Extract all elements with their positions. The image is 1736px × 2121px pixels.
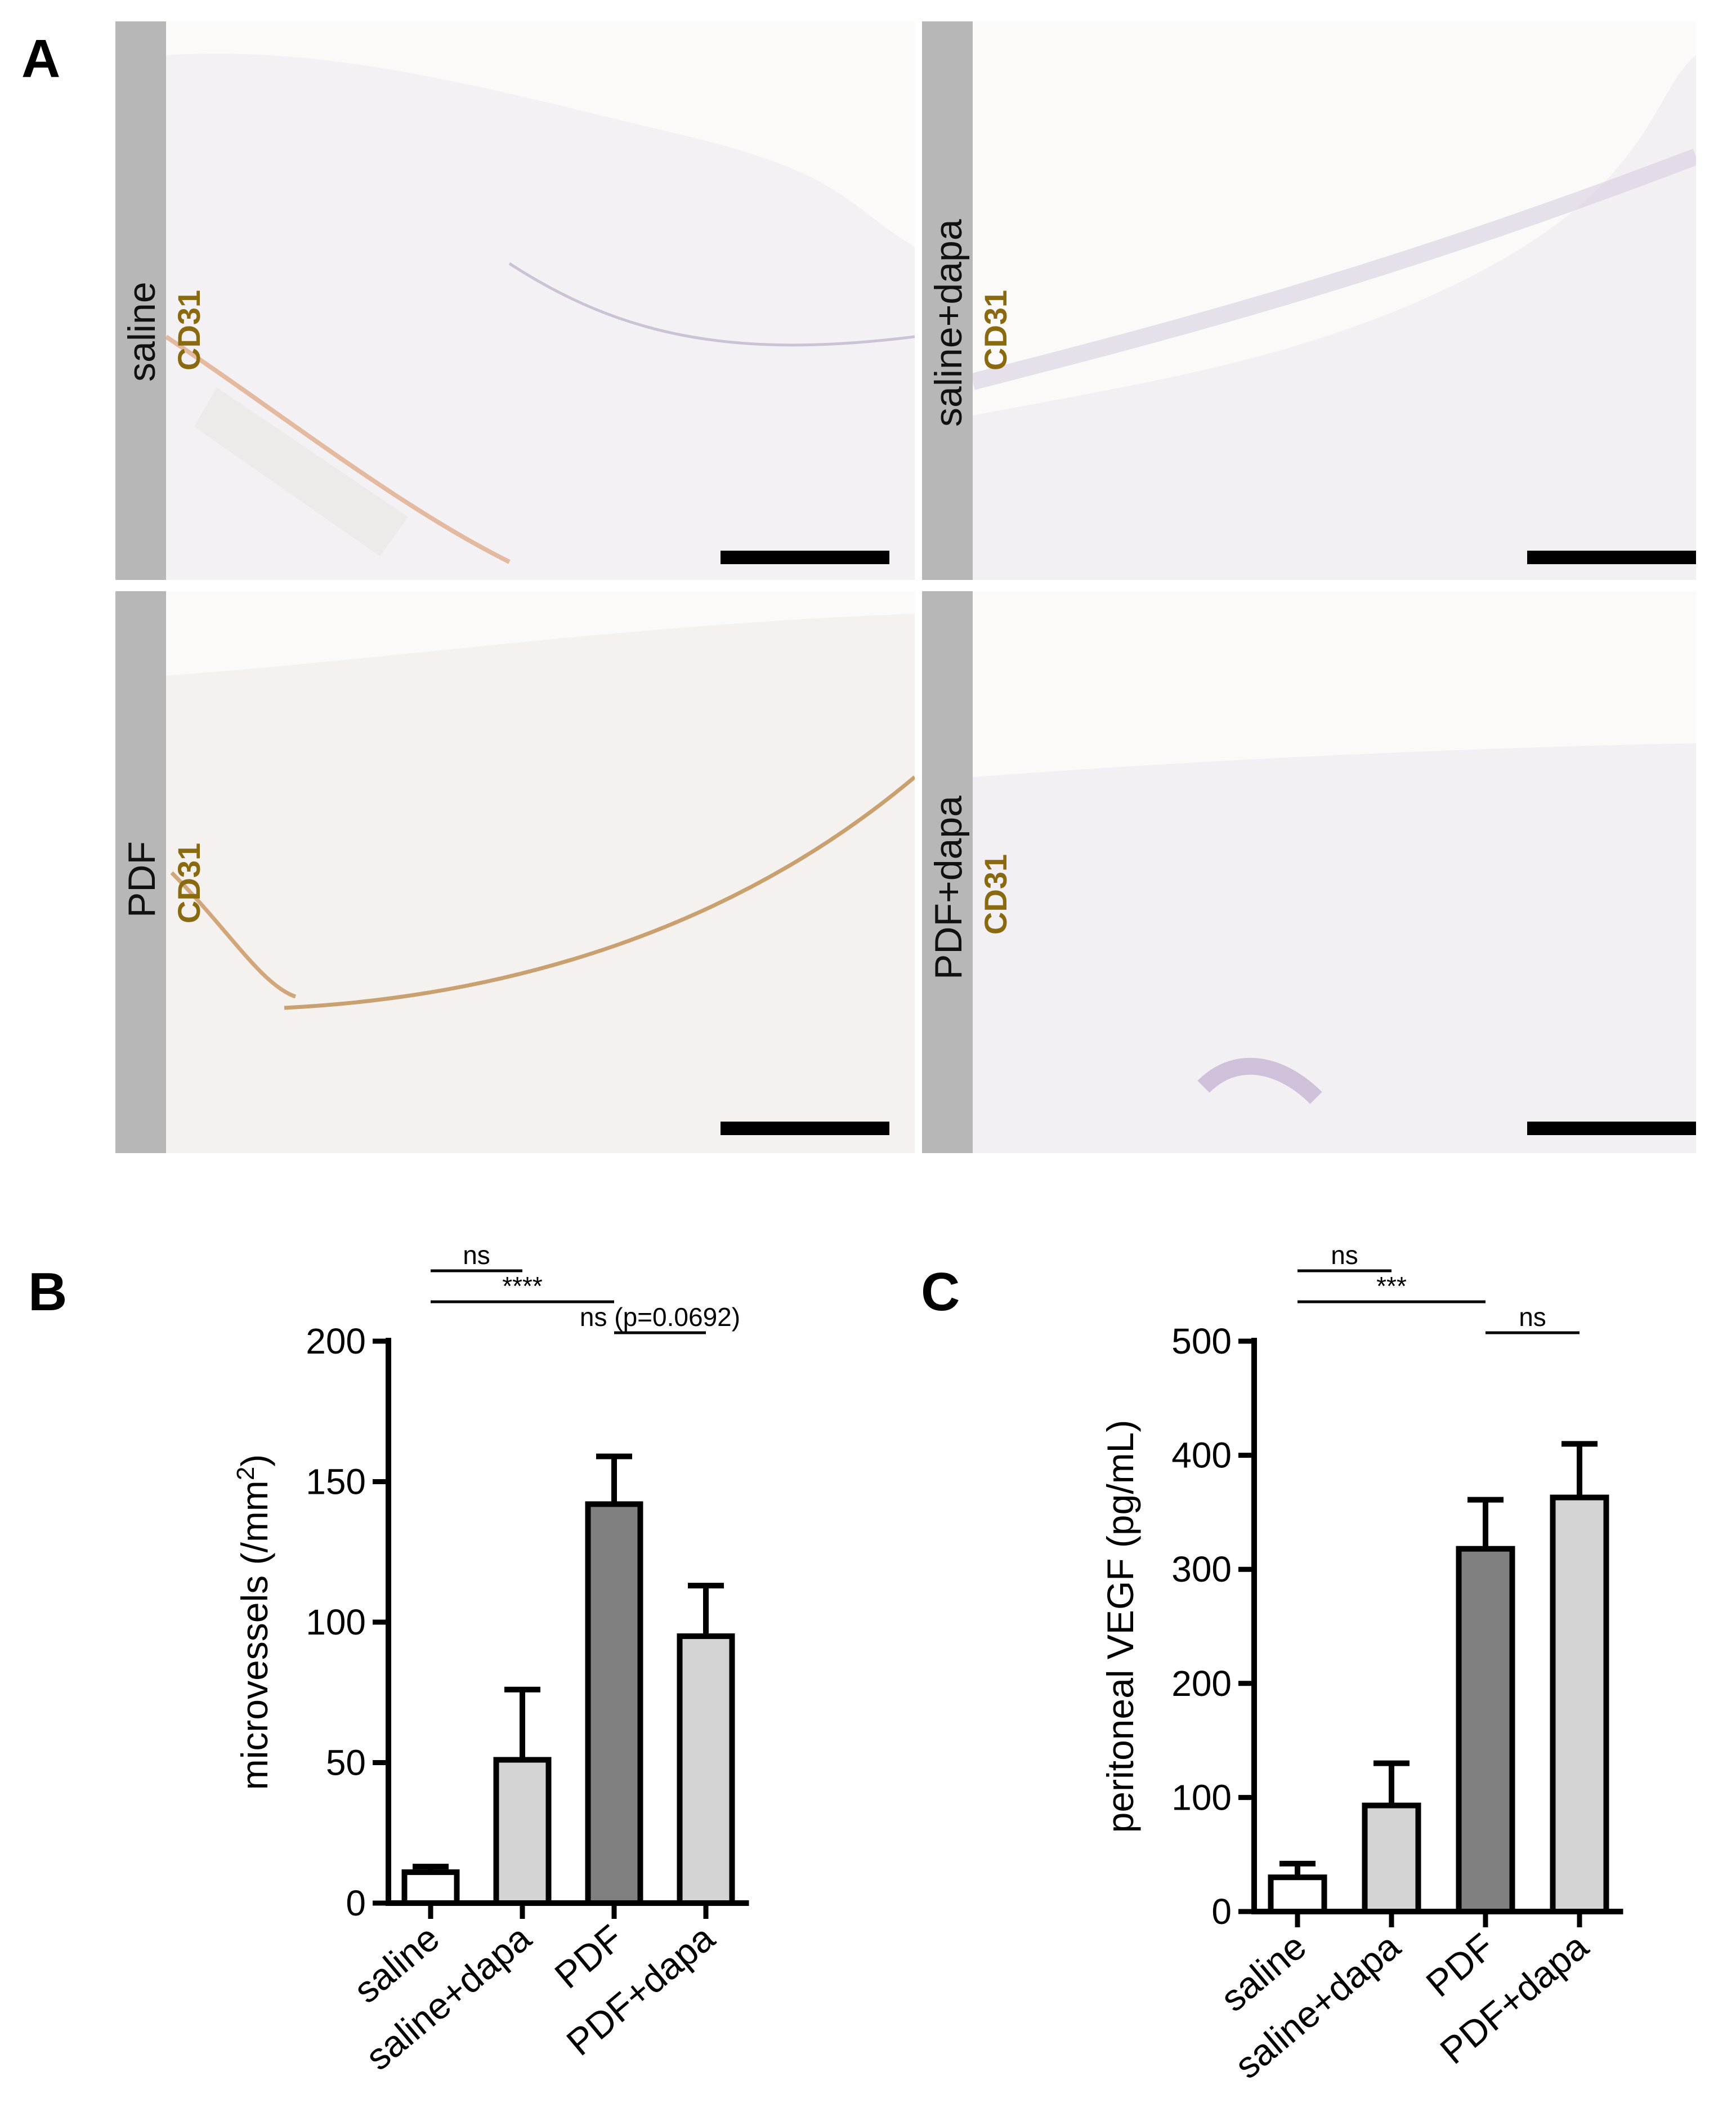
label-bar-saline xyxy=(115,21,166,580)
comparison-label: ns xyxy=(1331,1240,1358,1270)
y-tick-label: 400 xyxy=(1171,1435,1232,1476)
tissue-texture-saline xyxy=(164,53,915,580)
panel-a-letter: A xyxy=(21,29,61,89)
y-tick-label: 300 xyxy=(1171,1549,1232,1589)
y-tick-label: 500 xyxy=(1171,1321,1232,1361)
tissue-texture-pdf-dapa xyxy=(973,743,1696,1153)
comparison-label: ns (p=0.0692) xyxy=(580,1302,740,1332)
scale-bar-pdf xyxy=(721,1122,889,1135)
bar-saline+dapa xyxy=(1362,1802,1421,1915)
y-tick-label: 100 xyxy=(1171,1777,1232,1818)
bar-PDF xyxy=(1456,1546,1515,1914)
bar-saline+dapa xyxy=(493,1757,552,1906)
comparison-label: *** xyxy=(1376,1271,1407,1301)
y-axis-label: peritoneal VEGF (pg/mL) xyxy=(1099,1420,1141,1833)
scale-bar-saline xyxy=(721,551,889,564)
stain-label-pdf: CD31 xyxy=(171,842,207,923)
comparison-label: **** xyxy=(502,1271,543,1301)
label-bar-pdf xyxy=(115,591,166,1153)
y-axis-label: microvessels (/mm2) xyxy=(232,1454,276,1790)
y-tick-label: 150 xyxy=(306,1462,366,1502)
panel-b-letter: B xyxy=(28,1262,68,1322)
stain-label-saline: CD31 xyxy=(171,289,207,370)
comparison-label: ns xyxy=(463,1240,490,1270)
bar-saline xyxy=(1268,1874,1327,1914)
bar-PDF xyxy=(585,1501,643,1906)
condition-label-pdf-dapa: PDF+dapa xyxy=(927,796,970,980)
condition-label-saline-dapa: saline+dapa xyxy=(927,219,970,427)
comparison-label: ns xyxy=(1519,1302,1546,1332)
micrograph-saline-dapa: saline+dapa CD31 xyxy=(922,21,1696,580)
tissue-texture-pdf xyxy=(166,614,915,1153)
scale-bar-pdf-dapa xyxy=(1527,1122,1696,1135)
bar-PDF+dapa xyxy=(677,1633,735,1906)
micrograph-saline: saline CD31 xyxy=(115,21,915,580)
condition-label-saline: saline xyxy=(120,282,163,382)
y-tick-label: 0 xyxy=(346,1883,366,1923)
micrograph-pdf: PDF CD31 xyxy=(115,591,915,1153)
condition-label-pdf: PDF xyxy=(120,841,163,918)
label-bar-saline-dapa xyxy=(922,21,973,580)
tissue-texture-saline-dapa xyxy=(970,55,1696,580)
stain-label-pdf-dapa: CD31 xyxy=(978,854,1013,935)
bar-saline xyxy=(401,1869,460,1906)
stain-label-saline-dapa: CD31 xyxy=(978,289,1013,370)
y-tick-label: 50 xyxy=(326,1743,366,1783)
panel-c-letter: C xyxy=(921,1262,960,1322)
label-bar-pdf-dapa xyxy=(922,591,973,1153)
y-tick-label: 0 xyxy=(1211,1891,1232,1932)
bar-PDF+dapa xyxy=(1550,1494,1609,1914)
y-tick-label: 100 xyxy=(306,1602,366,1642)
scale-bar-saline-dapa xyxy=(1527,551,1696,564)
y-tick-label: 200 xyxy=(1171,1663,1232,1704)
micrograph-pdf-dapa: PDF+dapa CD31 xyxy=(922,591,1696,1153)
y-tick-label: 200 xyxy=(306,1321,366,1361)
